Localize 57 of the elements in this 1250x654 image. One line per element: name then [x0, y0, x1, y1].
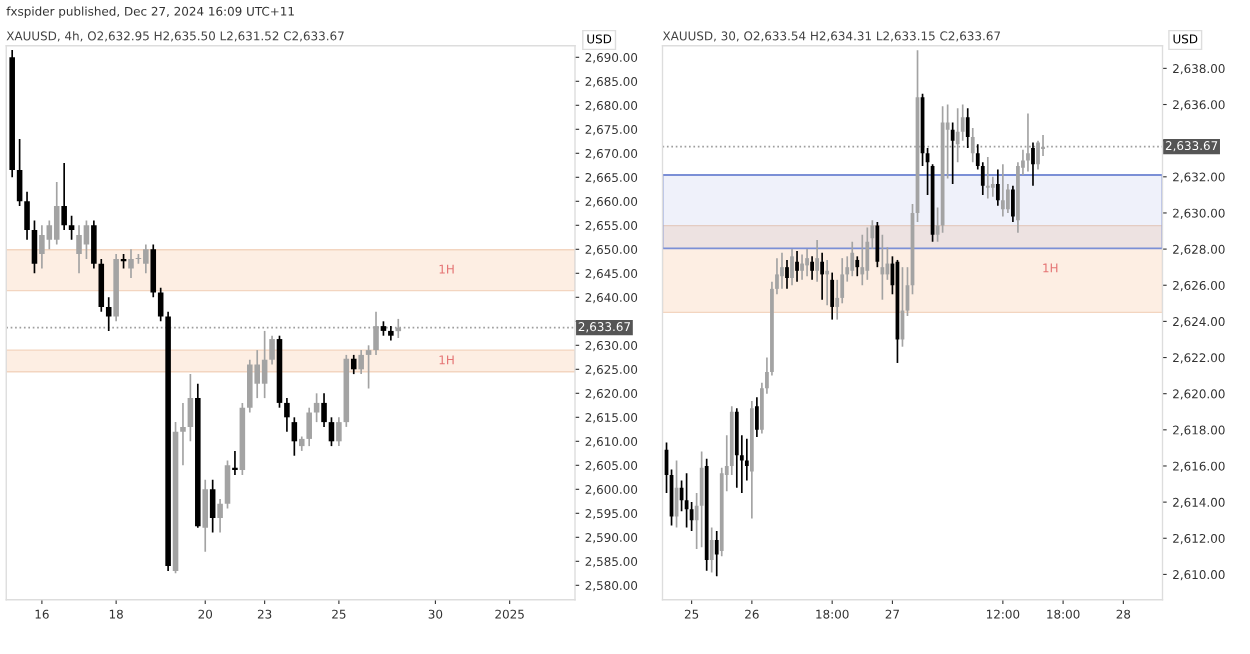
candlestick	[965, 107, 970, 149]
candlestick	[815, 239, 819, 283]
candlestick	[805, 248, 809, 278]
candlestick	[830, 271, 835, 321]
candlestick	[24, 190, 30, 241]
candlestick	[709, 526, 714, 574]
candlestick	[83, 219, 90, 260]
candlestick	[1000, 163, 1005, 218]
candlestick	[785, 259, 789, 290]
candlestick	[128, 248, 134, 279]
candlestick	[734, 407, 739, 489]
candlestick	[350, 354, 357, 375]
candlestick	[780, 251, 784, 290]
candlestick	[53, 181, 60, 246]
candlestick	[313, 392, 320, 423]
candlestick	[202, 478, 209, 553]
candlestick	[39, 224, 45, 270]
candlestick	[985, 156, 990, 200]
candlestick	[880, 233, 885, 301]
candlestick	[261, 330, 268, 399]
candlestick	[790, 248, 794, 287]
candlestick	[365, 344, 372, 390]
candlestick	[180, 402, 186, 467]
candlestick	[850, 241, 855, 278]
candlestick	[855, 255, 860, 278]
candlestick	[150, 243, 157, 299]
candlestick	[284, 397, 290, 433]
candlestick	[950, 121, 955, 185]
candlestick	[754, 396, 759, 438]
candlestick	[800, 253, 804, 281]
candlestick	[995, 168, 1000, 207]
candlestick	[306, 406, 312, 447]
candlestick	[1031, 141, 1035, 187]
candlestick	[795, 250, 799, 283]
candlestick	[61, 162, 67, 231]
candlestick	[31, 219, 38, 275]
candlestick	[224, 459, 231, 510]
candlestick	[714, 530, 719, 578]
candlestick	[358, 349, 364, 375]
candlestick	[321, 392, 327, 428]
candlestick	[269, 334, 275, 366]
candlestick	[247, 358, 253, 414]
candlestick	[143, 243, 149, 275]
candlestick	[875, 221, 880, 269]
candlestick	[1011, 185, 1015, 223]
candlestick	[209, 478, 216, 534]
candlestick	[105, 296, 112, 332]
candlestick	[865, 226, 870, 281]
candlestick	[76, 224, 82, 275]
candlestick	[68, 214, 75, 241]
candlestick	[232, 450, 238, 476]
candlestick	[810, 255, 814, 281]
candlestick	[217, 498, 223, 534]
candlestick	[187, 373, 194, 443]
candlestick	[820, 251, 825, 301]
candlestick	[699, 450, 704, 549]
candlestick	[860, 233, 865, 287]
